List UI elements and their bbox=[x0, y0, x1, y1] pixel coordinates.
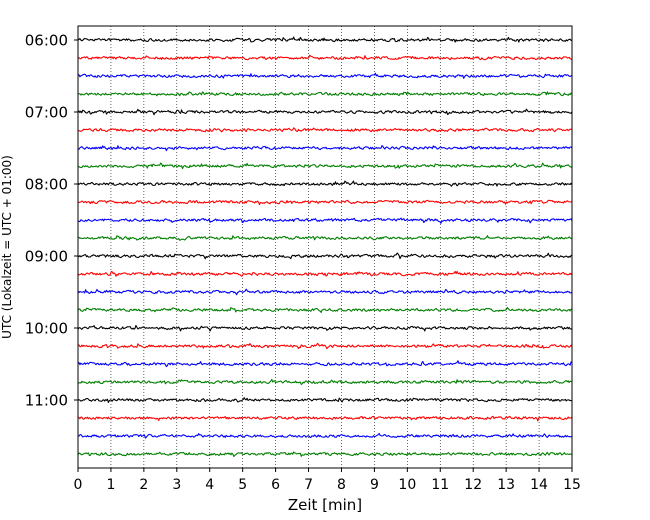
x-tick-label: 6 bbox=[271, 477, 280, 493]
y-tick-label: 08:00 bbox=[25, 176, 68, 194]
x-tick-label: 13 bbox=[497, 477, 515, 493]
x-tick-label: 11 bbox=[431, 477, 449, 493]
y-tick-label: 06:00 bbox=[25, 32, 68, 50]
trace-0900 bbox=[77, 252, 573, 260]
trace-1115 bbox=[77, 415, 573, 422]
trace-0845 bbox=[78, 235, 573, 241]
trace-0815 bbox=[77, 199, 573, 206]
trace-0745 bbox=[77, 162, 573, 170]
y-tick-label: 11:00 bbox=[25, 392, 68, 410]
trace-0800 bbox=[77, 180, 573, 187]
x-tick-label: 9 bbox=[370, 477, 379, 493]
trace-0730 bbox=[77, 145, 573, 152]
x-tick-label: 0 bbox=[74, 477, 83, 493]
x-tick-label: 5 bbox=[238, 477, 247, 493]
trace-0600 bbox=[77, 36, 573, 43]
seismic-traces bbox=[77, 36, 573, 458]
x-tick-label: 7 bbox=[304, 477, 313, 493]
y-axis-label: UTC (Lokalzeit = UTC + 01:00) bbox=[0, 155, 14, 339]
vertical-gridlines bbox=[110, 26, 540, 468]
trace-0830 bbox=[77, 217, 573, 224]
trace-1045 bbox=[77, 378, 573, 385]
trace-0915 bbox=[77, 270, 573, 277]
trace-1015 bbox=[77, 342, 573, 350]
y-tick-label: 10:00 bbox=[25, 320, 68, 338]
trace-1000 bbox=[77, 324, 573, 332]
plot-frame bbox=[77, 25, 573, 469]
x-tick-label: 8 bbox=[337, 477, 346, 493]
x-tick-label: 12 bbox=[464, 477, 482, 493]
trace-0945 bbox=[77, 306, 573, 313]
trace-1030 bbox=[77, 360, 573, 368]
x-tick-label: 10 bbox=[398, 477, 416, 493]
y-tick-label: 07:00 bbox=[25, 104, 68, 122]
x-tick-label: 15 bbox=[563, 477, 581, 493]
trace-1145 bbox=[77, 451, 573, 458]
y-axis-ticks: 06:00 07:00 08:00 09:00 10:00 11:00 bbox=[25, 32, 78, 410]
x-tick-label: 14 bbox=[530, 477, 548, 493]
x-axis-ticks: 0 1 2 3 4 5 6 7 8 9 10 11 12 13 14 15 bbox=[74, 468, 581, 493]
trace-0630 bbox=[77, 72, 573, 79]
y-tick-label: 09:00 bbox=[25, 248, 68, 266]
trace-0645 bbox=[77, 91, 573, 97]
trace-0615 bbox=[77, 54, 573, 61]
x-axis-label: Zeit [min] bbox=[288, 496, 362, 514]
trace-1100 bbox=[77, 397, 573, 404]
trace-0715 bbox=[77, 127, 573, 133]
trace-0930 bbox=[77, 288, 573, 296]
x-tick-label: 4 bbox=[205, 477, 214, 493]
x-tick-label: 3 bbox=[172, 477, 181, 493]
trace-0700 bbox=[77, 108, 573, 116]
x-tick-label: 1 bbox=[106, 477, 115, 493]
x-tick-label: 2 bbox=[139, 477, 148, 493]
trace-1130 bbox=[77, 432, 573, 439]
